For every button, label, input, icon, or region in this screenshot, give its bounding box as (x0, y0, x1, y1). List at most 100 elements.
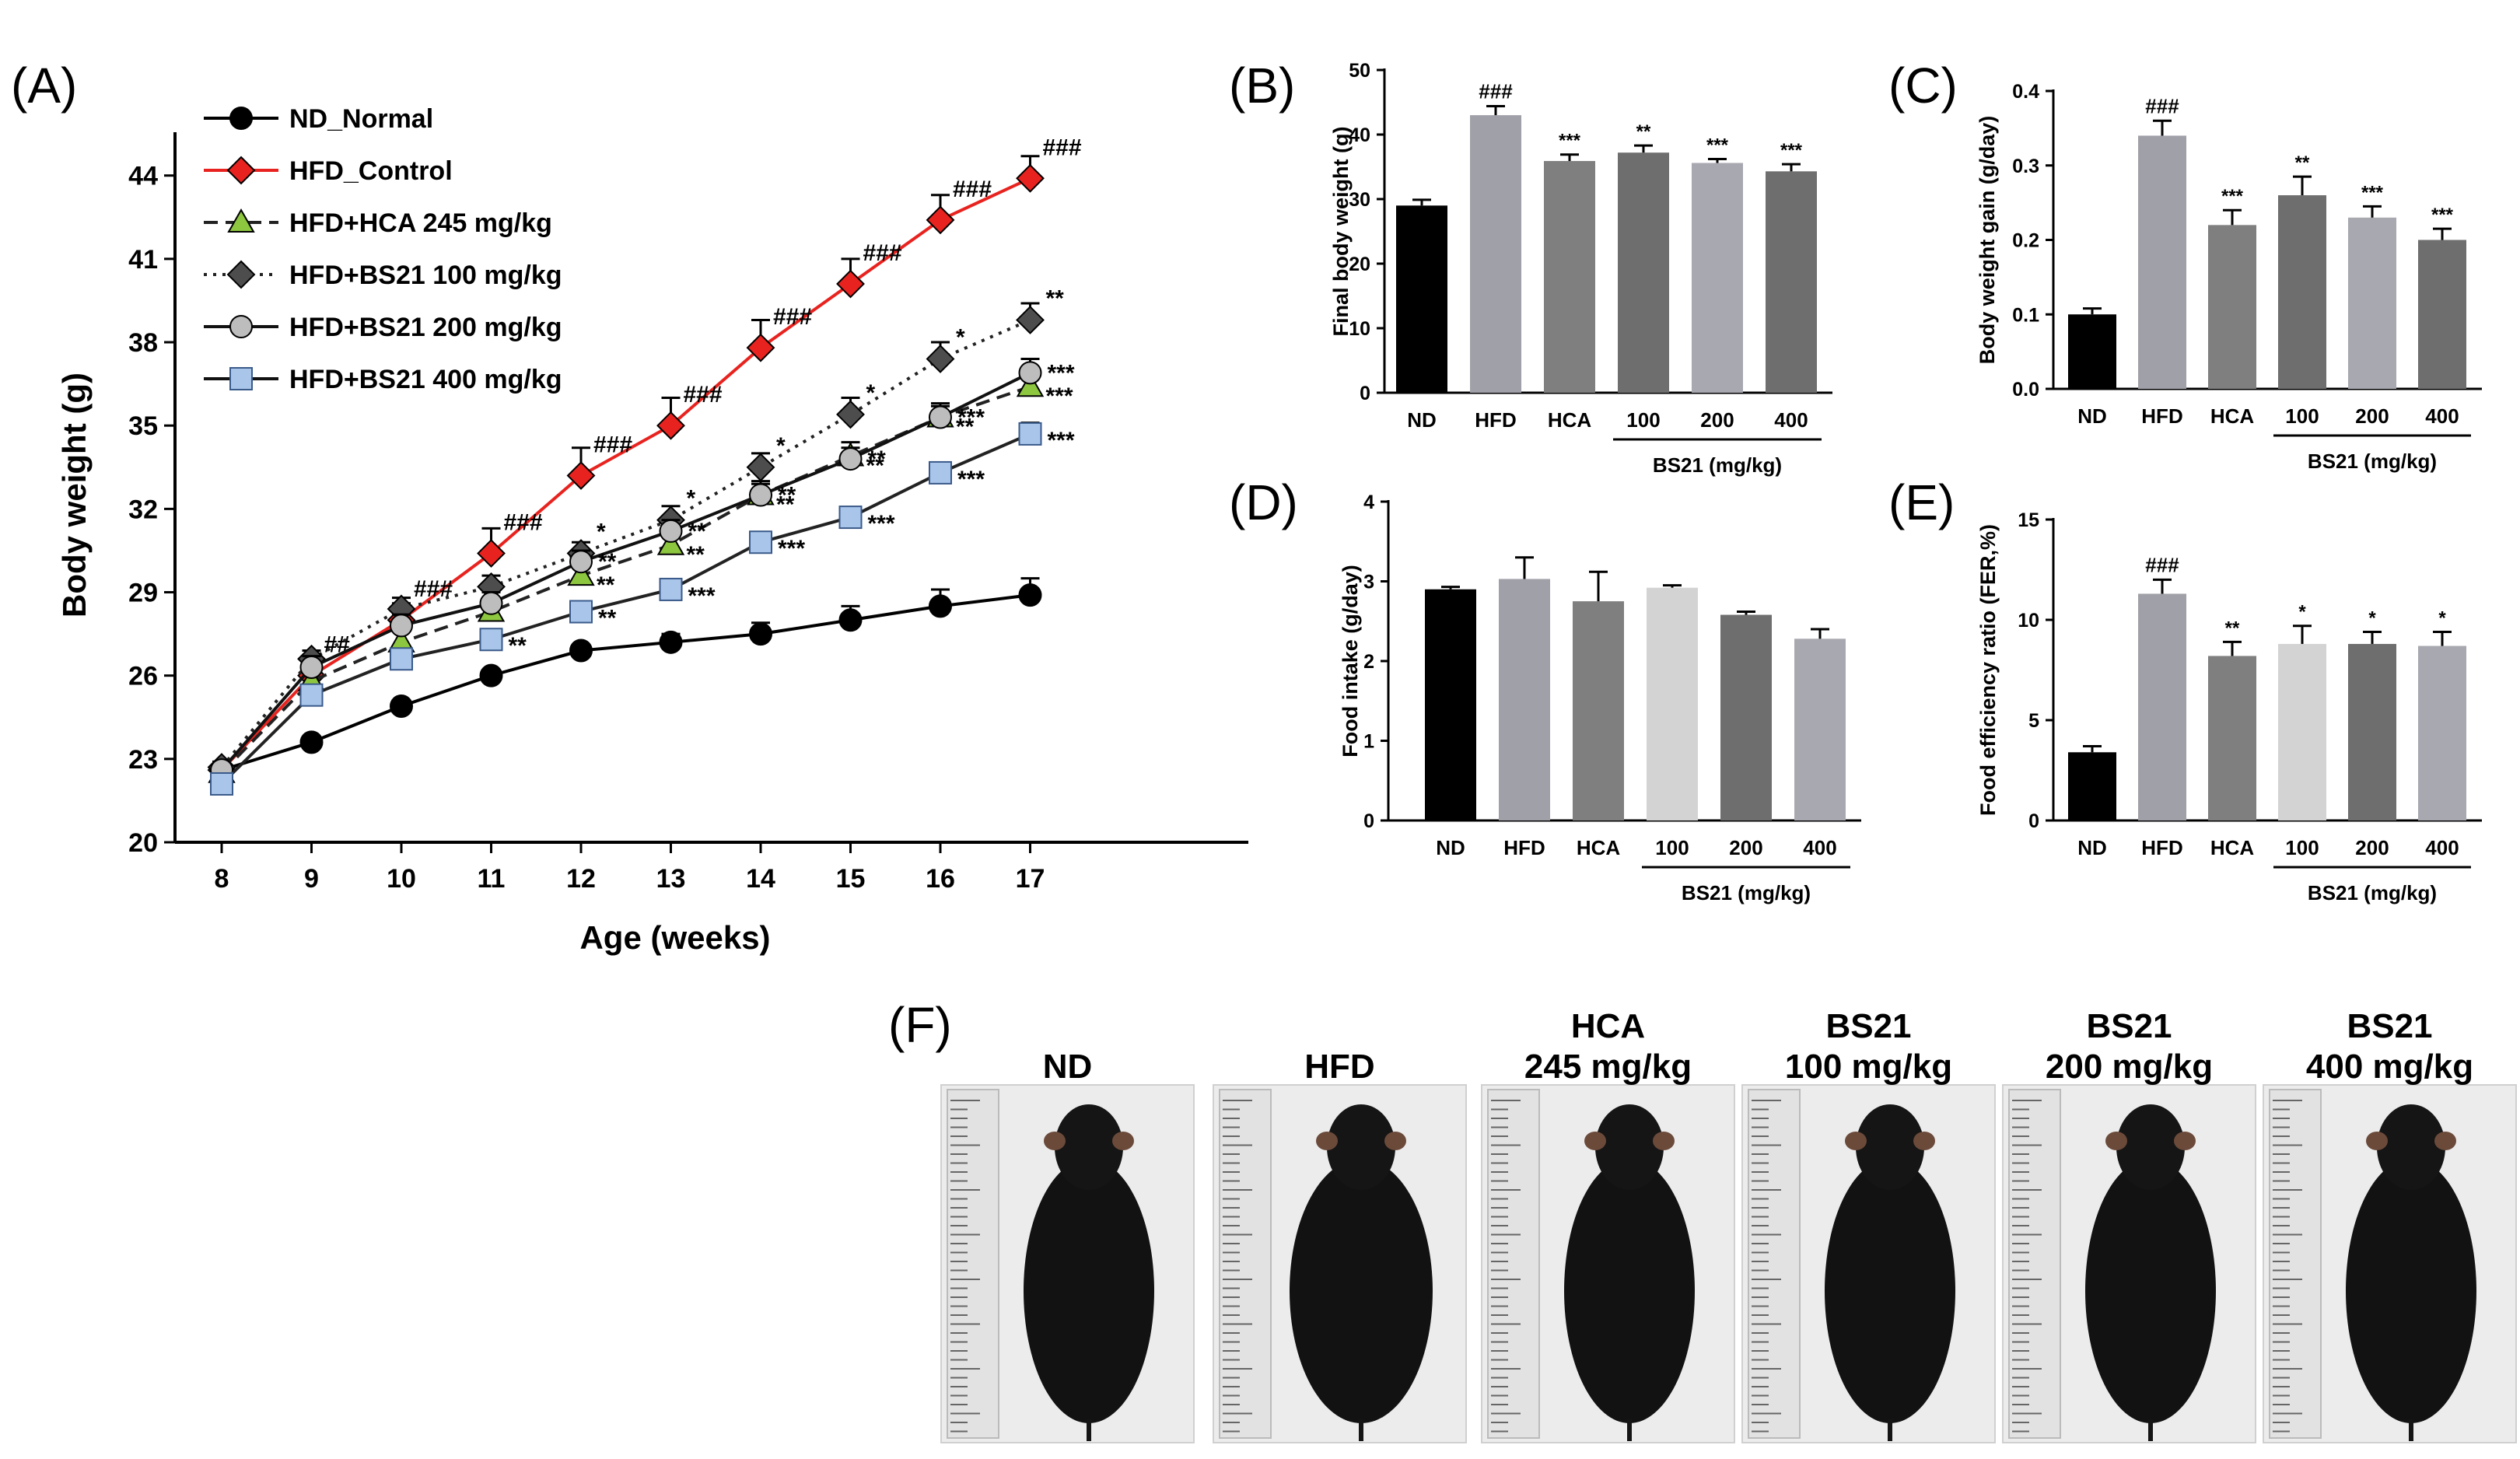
data-point (746, 453, 775, 482)
legend-marker (227, 208, 255, 233)
panel-b: (B) 0 10 20 30 40 50 ND ### HFD *** HCA ** 100 *** 200… (1229, 58, 1832, 477)
photo-label-line2: 200 mg/kg (2046, 1048, 2213, 1086)
significance-label: ### (1043, 135, 1082, 160)
y-tick-label: 15 (2018, 509, 2039, 531)
x-tick-label: HFD (1503, 836, 1545, 859)
bar (2208, 225, 2256, 389)
bar-chart-body-weight-gain: 0.0 0.1 0.2 0.3 0.4 ND ### HFD *** HCA ** 100 *** 200… (1976, 81, 2482, 473)
ruler (2269, 1089, 2322, 1439)
data-point (390, 647, 413, 671)
data-point (479, 628, 503, 652)
significance-label: ### (1479, 79, 1513, 103)
panel-c: (C) 0.0 0.1 0.2 0.3 0.4 ND ### HFD *** HCA ** 100 **… (1888, 58, 2482, 473)
y-tick-label: 0.0 (2012, 379, 2039, 401)
significance-label: *** (1048, 428, 1075, 453)
mouse-ear (2434, 1132, 2456, 1150)
mouse-head (1055, 1104, 1123, 1190)
y-tick-label: 23 (128, 745, 158, 775)
mouse-ear (1913, 1132, 1935, 1150)
y-tick-label: 38 (128, 328, 158, 358)
significance-label: ### (773, 304, 812, 330)
data-point (569, 550, 593, 574)
x-tick-label: 200 (2355, 404, 2389, 428)
y-tick-label: 35 (128, 411, 158, 441)
significance-label: *** (957, 404, 985, 430)
bar-chart-food-efficiency-ratio: 0 5 10 15 ND ### HFD ** HCA * 100 * 200 * 400 BS21 (mg/… (1976, 509, 2482, 904)
legend-label: HFD+HCA 245 mg/kg (289, 208, 552, 238)
y-tick-label: 20 (128, 828, 158, 858)
x-tick-label: 9 (304, 864, 319, 894)
y-tick-label: 10 (2018, 610, 2039, 632)
legend-marker (229, 107, 253, 130)
x-tick-label: 100 (2285, 836, 2319, 859)
significance-label: ** (509, 633, 527, 659)
series-hfd-bs21-100-mg-kg: ******* (207, 285, 1064, 782)
legend-label: HFD+BS21 200 mg/kg (289, 313, 562, 342)
bar (2068, 752, 2116, 820)
significance-label: * (2298, 602, 2306, 623)
panel-label-e: (E) (1888, 474, 1955, 530)
data-point (477, 539, 506, 568)
bar (1425, 589, 1476, 820)
mouse-ear (1316, 1132, 1338, 1150)
significance-label: ** (1636, 121, 1651, 142)
bar-chart-food-intake: 0 1 2 3 4 ND HFD HCA 100 200 400 BS21 (mg/kg) Food i… (1339, 492, 1861, 904)
legend-label: HFD+BS21 100 mg/kg (289, 261, 562, 290)
mouse-ear (2105, 1132, 2127, 1150)
x-tick-label: 13 (656, 864, 686, 894)
bar (1618, 152, 1669, 394)
x-tick-label: ND (2077, 404, 2107, 428)
x-tick-label: 400 (2425, 836, 2459, 859)
y-tick-label: 29 (128, 579, 158, 608)
data-point (838, 447, 863, 471)
y-axis-title: Body weight gain (g/day) (1976, 116, 1999, 365)
data-point (926, 205, 955, 235)
mouse-head (1856, 1104, 1924, 1190)
y-axis-title: Final body weight (g) (1329, 127, 1353, 337)
significance-label: ** (2295, 152, 2310, 173)
mouse-body (1825, 1159, 1955, 1423)
significance-label: *** (1559, 131, 1581, 152)
data-point (210, 771, 233, 796)
data-point (659, 519, 683, 543)
data-point (1018, 361, 1042, 385)
y-tick-label: 10 (1349, 318, 1370, 340)
data-point (1016, 306, 1045, 334)
y-tick-label: 20 (1349, 254, 1370, 275)
legend-item: HFD+BS21 200 mg/kg (204, 313, 562, 342)
data-point (838, 506, 863, 530)
group-label: BS21 (mg/kg) (1653, 453, 1782, 477)
significance-label: *** (1046, 383, 1073, 409)
photo-label-line1: HCA (1571, 1007, 1645, 1045)
data-point (299, 655, 324, 679)
significance-label: ### (684, 382, 723, 408)
legend-item: ND_Normal (204, 104, 433, 134)
significance-label: *** (2431, 205, 2454, 226)
legend-item: HFD+BS21 400 mg/kg (204, 365, 562, 394)
data-point (746, 333, 775, 362)
mouse-ear (2366, 1132, 2388, 1150)
legend-item: HFD+BS21 100 mg/kg (204, 260, 562, 290)
data-point (569, 600, 593, 624)
photo-label-line1: BS21 (2347, 1007, 2432, 1045)
group-label: BS21 (mg/kg) (2308, 450, 2437, 473)
ruler (1748, 1089, 1801, 1439)
y-tick-label: 44 (128, 162, 158, 191)
y-tick-label: 50 (1349, 60, 1370, 82)
panel-a: (A) 20 23 26 29 32 35 38 41 44 8 9 10 11 12 13 14 15 16 17… (11, 58, 1248, 956)
significance-label: * (687, 486, 696, 512)
x-tick-label: HCA (2210, 836, 2255, 859)
x-tick-label: 200 (1729, 836, 1762, 859)
significance-label: *** (2221, 186, 2244, 207)
bar (1692, 163, 1743, 393)
mouse-ear (1112, 1132, 1134, 1150)
panel-label-f: (F) (888, 997, 952, 1053)
significance-label: ### (953, 177, 992, 202)
x-tick-label: 12 (566, 864, 596, 894)
y-axis-title: Food intake (g/day) (1339, 565, 1362, 757)
bar (2068, 314, 2116, 389)
significance-label: *** (1780, 140, 1803, 161)
data-point (479, 591, 503, 615)
